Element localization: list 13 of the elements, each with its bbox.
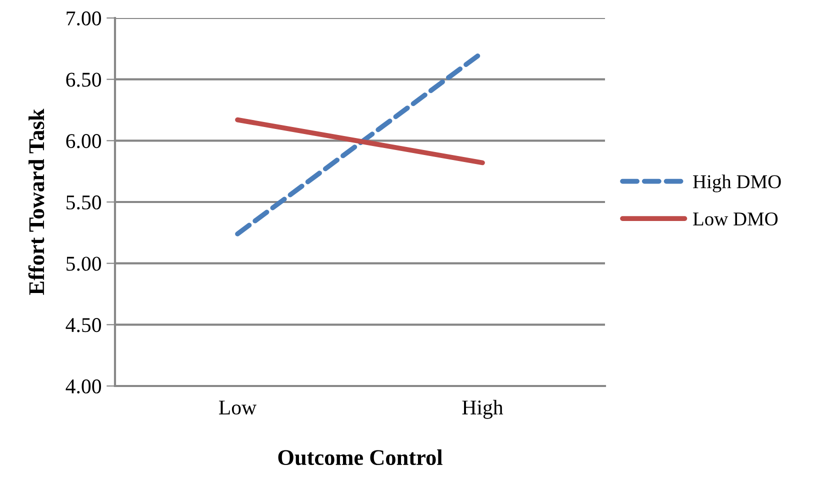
y-axis-title: Effort Toward Task [28, 108, 44, 295]
y-tick-label: 4.50 [66, 318, 102, 332]
legend-label: Low DMO [693, 212, 778, 226]
legend-label: High DMO [693, 174, 781, 192]
y-tick-label: 5.00 [66, 256, 102, 271]
y-tick-label: 5.50 [66, 195, 102, 210]
y-tick-label: 4.00 [66, 379, 102, 394]
y-tick-label: 7.00 [66, 11, 102, 26]
x-tick-label: High [462, 400, 504, 419]
y-tick-label: 6.00 [66, 134, 102, 148]
x-tick-label: Low [219, 400, 257, 415]
x-axis-title: Outcome Control [278, 449, 442, 466]
y-tick-label: 6.50 [66, 72, 102, 87]
